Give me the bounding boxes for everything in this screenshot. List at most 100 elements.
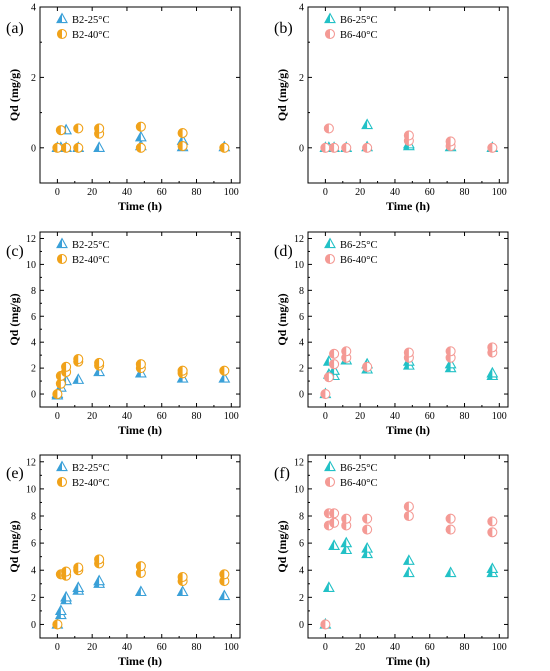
x-tick-label: 80 <box>460 411 470 422</box>
y-tick-label: 0 <box>31 390 36 401</box>
x-tick-label: 0 <box>55 642 60 653</box>
x-tick-label: 20 <box>355 187 365 198</box>
y-tick-label: 0 <box>299 143 304 154</box>
plot-frame <box>39 454 241 639</box>
x-tick-label: 60 <box>425 187 435 198</box>
data-point-circle <box>135 142 146 153</box>
series-1 <box>320 123 498 153</box>
data-point-circle <box>52 142 63 153</box>
data-point-circle <box>94 357 105 368</box>
data-point-triangle <box>361 542 374 553</box>
data-point-circle <box>329 508 340 519</box>
data-point-circle <box>362 142 373 153</box>
data-point-circle <box>445 136 456 147</box>
x-tick-label: 100 <box>224 187 239 198</box>
legend-marker <box>324 460 336 472</box>
series-1 <box>320 501 498 630</box>
data-point-triangle <box>60 590 73 602</box>
data-point-circle <box>403 130 414 141</box>
data-point-circle <box>320 142 331 153</box>
x-tick-label: 80 <box>460 642 470 653</box>
y-axis-title: Qd (mg/g) <box>275 69 289 121</box>
y-tick-label: 10 <box>294 484 304 495</box>
data-point-circle <box>487 342 498 353</box>
x-tick-label: 60 <box>157 411 167 422</box>
y-tick-label: 2 <box>299 73 304 84</box>
legend-label: B6-25°C <box>340 15 377 26</box>
data-point-triangle <box>486 366 499 378</box>
y-tick-label: 0 <box>31 143 36 154</box>
legend-marker <box>324 12 336 24</box>
y-tick-label: 0 <box>299 390 304 401</box>
data-point-circle <box>329 359 340 370</box>
data-point-circle <box>362 524 373 535</box>
data-point-circle <box>341 142 352 153</box>
panel-label: (a) <box>6 20 24 37</box>
data-point-circle <box>445 513 456 524</box>
panel-a: 0 20 40 60 80 100 0 2 4 Time (h) Qd (mg/g) (a) B2-25… <box>6 3 241 213</box>
x-tick-label: 0 <box>323 642 328 653</box>
data-point-circle <box>445 346 456 357</box>
data-point-circle <box>219 569 230 580</box>
legend-marker <box>56 253 68 265</box>
data-point-circle <box>61 361 72 372</box>
data-point-triangle <box>361 118 374 130</box>
data-point-circle <box>323 123 334 134</box>
data-point-circle <box>177 140 188 152</box>
data-point-circle <box>61 142 72 153</box>
legend-marker <box>324 476 336 488</box>
y-axis-title: Qd (mg/g) <box>275 520 289 572</box>
data-point-triangle <box>340 536 353 548</box>
data-point-circle <box>177 127 188 139</box>
x-tick-label: 40 <box>122 411 132 422</box>
series-1 <box>52 554 230 630</box>
data-point-circle <box>320 388 331 400</box>
data-point-circle <box>55 125 66 136</box>
y-tick-label: 2 <box>31 73 36 84</box>
panel-d: 0 20 40 60 80 100 0 2 4 6 8 10 12 Time (h) Qd (mg/g) (d… <box>274 231 509 437</box>
y-tick-label: 4 <box>299 3 304 14</box>
y-tick-label: 8 <box>299 512 304 523</box>
data-point-triangle <box>328 539 341 550</box>
y-tick-label: 0 <box>299 620 304 631</box>
x-tick-label: 100 <box>492 411 507 422</box>
y-tick-label: 8 <box>31 512 36 523</box>
y-axis-title: Qd (mg/g) <box>7 69 21 121</box>
plot-frame <box>39 231 241 408</box>
data-point-triangle <box>54 604 67 616</box>
data-point-circle <box>177 571 188 583</box>
data-point-triangle <box>93 574 106 586</box>
data-point-circle <box>341 346 352 357</box>
legend-label: B6-25°C <box>340 240 377 251</box>
data-point-triangle <box>402 554 415 565</box>
y-tick-label: 6 <box>299 539 304 550</box>
data-point-circle <box>135 561 146 572</box>
legend-label: B2-40°C <box>72 255 109 266</box>
data-point-circle <box>73 353 84 365</box>
x-tick-label: 100 <box>492 642 507 653</box>
x-tick-label: 40 <box>122 642 132 653</box>
data-point-circle <box>177 365 188 376</box>
x-tick-label: 0 <box>323 187 328 198</box>
data-point-circle <box>329 517 340 528</box>
y-tick-label: 10 <box>26 484 36 495</box>
y-tick-label: 6 <box>31 312 36 323</box>
data-point-triangle <box>402 566 415 578</box>
panel-label: (c) <box>6 243 24 260</box>
y-tick-label: 2 <box>31 593 36 604</box>
legend-label: B6-40°C <box>340 30 377 41</box>
legend-label: B6-40°C <box>340 255 377 266</box>
y-tick-label: 12 <box>26 457 36 468</box>
x-tick-label: 20 <box>87 411 97 422</box>
data-point-triangle <box>444 357 457 369</box>
x-tick-label: 0 <box>55 187 60 198</box>
y-tick-label: 2 <box>31 364 36 375</box>
plot-frame <box>307 6 509 184</box>
x-axis-title: Time (h) <box>118 423 162 437</box>
x-tick-label: 80 <box>192 642 202 653</box>
x-tick-label: 20 <box>87 642 97 653</box>
y-tick-label: 4 <box>31 566 36 577</box>
x-tick-label: 60 <box>425 411 435 422</box>
data-point-circle <box>219 142 230 153</box>
x-tick-label: 40 <box>390 642 400 653</box>
